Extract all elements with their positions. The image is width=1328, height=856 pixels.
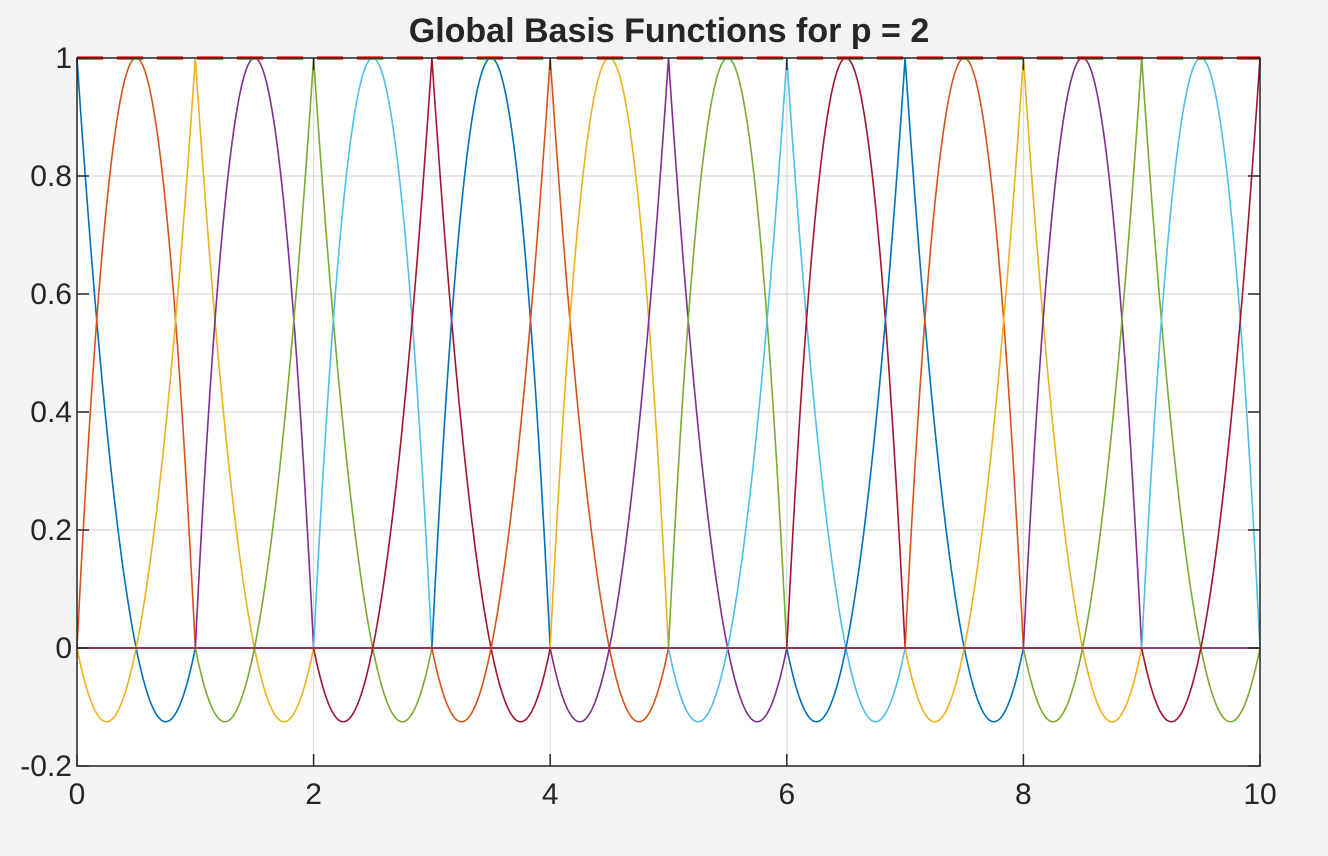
basis-function-20: [77, 57, 1261, 723]
y-tick-label-0: -0.2: [20, 750, 72, 783]
y-tick-label-5: 0.8: [30, 160, 72, 193]
axes-layer: [76, 57, 1261, 767]
x-tick-label-0: 0: [69, 778, 86, 811]
y-tick-label-2: 0.2: [30, 514, 72, 547]
x-tick-label-1: 2: [305, 778, 322, 811]
chart-title: Global Basis Functions for p = 2: [409, 12, 929, 50]
x-tick-label-2: 4: [542, 778, 559, 811]
x-tick-label-4: 8: [1015, 778, 1032, 811]
x-tick-label-5: 10: [1243, 778, 1276, 811]
y-tick-label-6: 1: [55, 42, 72, 75]
tick-labels: 0 2 4 6 8 10-0.200.20.40.60.81: [20, 42, 1276, 811]
y-tick-label-3: 0.4: [30, 396, 72, 429]
y-tick-label-1: 0: [55, 632, 72, 665]
y-tick-label-4: 0.6: [30, 278, 72, 311]
x-tick-label-3: 6: [778, 778, 795, 811]
